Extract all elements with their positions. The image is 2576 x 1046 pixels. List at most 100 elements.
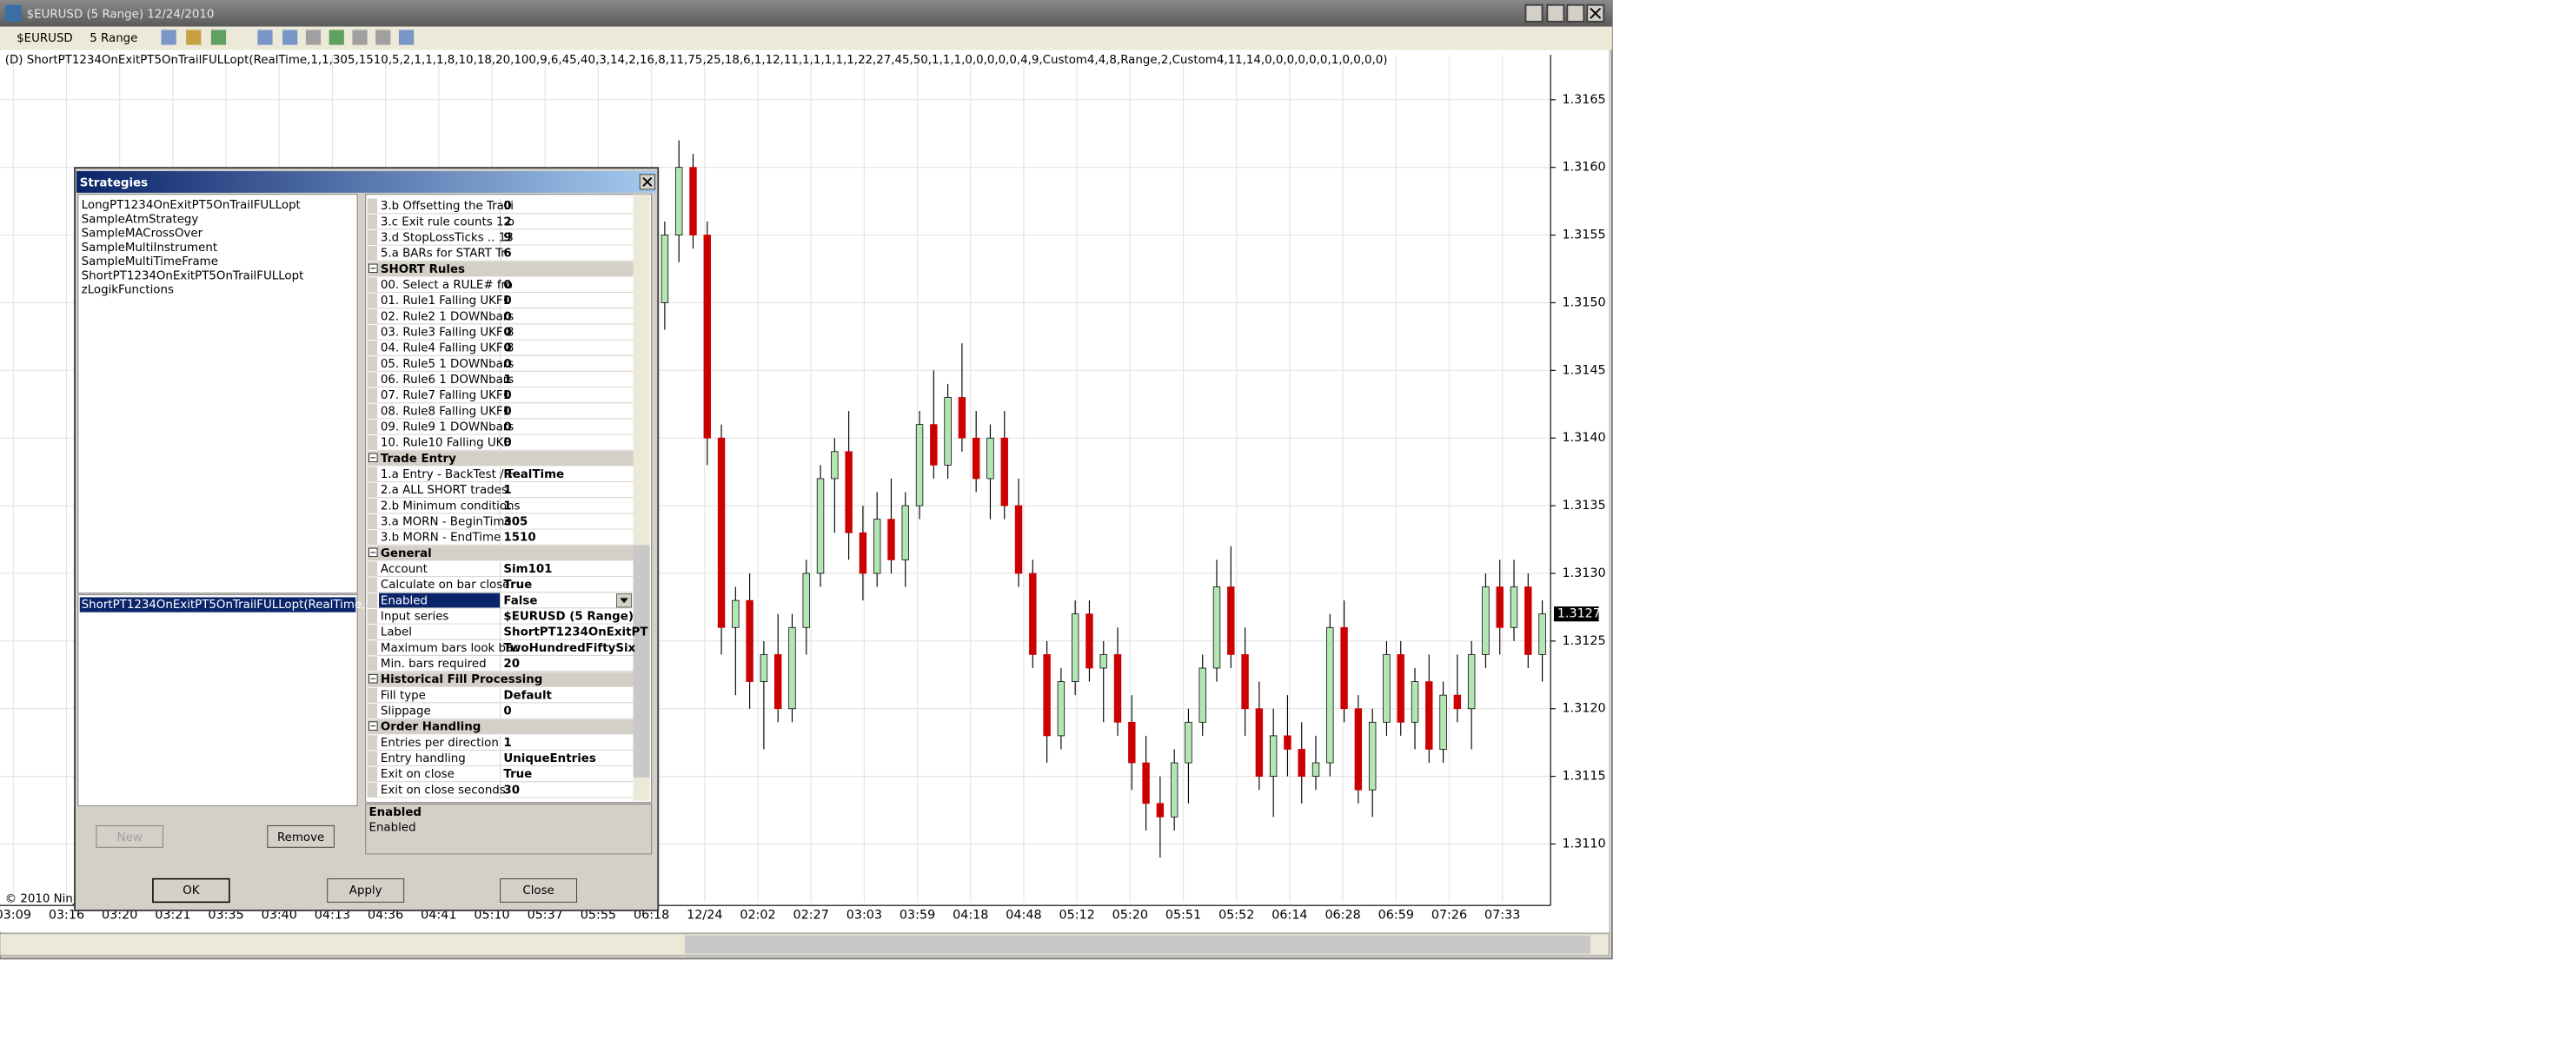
tool-icon[interactable]: [257, 30, 273, 45]
property-value[interactable]: 0: [503, 358, 511, 371]
property-value[interactable]: 0: [503, 200, 511, 213]
x-tick-label: 03:20: [102, 909, 137, 923]
ok-button[interactable]: [152, 877, 230, 904]
property-value[interactable]: 0: [503, 326, 511, 339]
strategy-item[interactable]: SampleMACrossOver: [82, 228, 203, 241]
apply-button[interactable]: [327, 878, 405, 903]
property-label: Account: [381, 563, 428, 576]
property-gutter: [367, 593, 378, 608]
property-value[interactable]: 305: [503, 515, 528, 528]
candle-body: [1368, 721, 1377, 791]
property-value[interactable]: 6: [503, 248, 511, 261]
maximize-button[interactable]: [1566, 3, 1585, 23]
minimize-button[interactable]: [1546, 3, 1565, 23]
property-value[interactable]: 1: [503, 484, 511, 497]
tool-icon[interactable]: [305, 30, 322, 45]
y-tick-label: 1.3150: [1563, 295, 1606, 309]
property-label: 01. Rule1 Falling UKF1: [381, 295, 510, 308]
candle-body: [1284, 735, 1291, 750]
property-value[interactable]: UniqueEntries: [503, 752, 595, 765]
property-value[interactable]: 9: [503, 231, 511, 244]
tool-icon[interactable]: [329, 30, 344, 45]
property-value[interactable]: 0: [503, 295, 511, 308]
property-value[interactable]: 0: [503, 405, 511, 418]
close-button[interactable]: [500, 878, 578, 903]
period-selector[interactable]: 5 Range: [90, 32, 137, 45]
property-value[interactable]: False: [503, 594, 537, 607]
property-value[interactable]: 30: [503, 784, 520, 797]
candle-body: [816, 478, 825, 574]
property-scroll-thumb[interactable]: [633, 545, 650, 778]
toolbar: [0, 26, 1612, 50]
property-value[interactable]: 20: [503, 658, 520, 671]
candle-body: [773, 654, 782, 710]
tool-icon[interactable]: [398, 30, 415, 45]
tool-icon[interactable]: [186, 30, 202, 45]
candle-body: [703, 235, 711, 439]
property-gutter: [367, 246, 378, 262]
property-value[interactable]: $EURUSD (5 Range): [503, 610, 634, 623]
candle-body: [1496, 586, 1504, 628]
property-label: Enabled: [381, 594, 428, 607]
strategy-item[interactable]: LongPT1234OnExitPT5OnTrailFULLopt: [82, 199, 301, 212]
candle-body: [1029, 573, 1037, 655]
strategy-item[interactable]: SampleMultiTimeFrame: [82, 255, 218, 268]
tool-icon[interactable]: [161, 30, 176, 45]
tool-icon[interactable]: [352, 30, 368, 45]
y-tick-label: 1.3115: [1563, 770, 1606, 784]
candle-body: [1128, 721, 1136, 764]
remove-button[interactable]: [267, 824, 335, 848]
strategy-list: [77, 194, 358, 594]
property-gutter: [367, 735, 378, 751]
strategy-item[interactable]: zLogikFunctions: [82, 284, 174, 297]
candle-body: [1524, 586, 1532, 655]
property-value[interactable]: 0: [503, 279, 511, 292]
category-row: [367, 451, 634, 467]
property-value[interactable]: 1: [503, 500, 511, 513]
candle-body: [1397, 654, 1404, 723]
strategy-item[interactable]: SampleMultiInstrument: [82, 242, 217, 255]
instrument-selector[interactable]: $EURUSD: [17, 32, 73, 45]
property-value[interactable]: True: [503, 579, 532, 592]
property-value[interactable]: 2: [503, 215, 511, 228]
property-label: 06. Rule6 1 DOWNbars: [381, 374, 514, 387]
y-tick-label: 1.3130: [1563, 566, 1606, 580]
candle-body: [732, 599, 740, 628]
property-value[interactable]: 1: [503, 374, 511, 387]
tool-icon[interactable]: [375, 30, 391, 45]
scroll-thumb[interactable]: [684, 935, 1591, 954]
property-value[interactable]: RealTime: [503, 468, 564, 481]
title-bar: [0, 0, 1612, 27]
new-button[interactable]: [96, 824, 163, 848]
property-value[interactable]: 0: [503, 705, 511, 718]
indicator-label: (D) ShortPT1234OnExitPT5OnTrailFULLopt(R…: [5, 54, 1388, 67]
candle-body: [802, 573, 810, 628]
strategy-item[interactable]: ShortPT1234OnExitPT5OnTrailFULLopt: [82, 269, 304, 282]
remove-button-label: Remove: [277, 831, 324, 844]
candle-body: [1057, 681, 1066, 737]
app-icon: [4, 4, 22, 22]
property-value[interactable]: 0: [503, 310, 511, 323]
tool-icon[interactable]: [210, 30, 227, 45]
property-value[interactable]: 0: [503, 437, 511, 450]
property-value[interactable]: TwoHundredFiftySix: [503, 642, 635, 655]
property-value[interactable]: 1510: [503, 532, 535, 545]
property-value[interactable]: Default: [503, 689, 552, 702]
restore-button[interactable]: [1524, 3, 1544, 23]
candle-body: [661, 235, 669, 303]
tool-icon[interactable]: [282, 30, 298, 45]
x-tick-label: 12/24: [687, 909, 722, 923]
property-value[interactable]: True: [503, 768, 532, 781]
property-gutter: [367, 324, 378, 341]
property-value[interactable]: Sim101: [503, 563, 552, 576]
property-gutter: [367, 467, 378, 482]
property-value[interactable]: 0: [503, 420, 511, 434]
property-value[interactable]: 1: [503, 737, 511, 750]
property-value[interactable]: ShortPT1234OnExitPT: [503, 626, 648, 639]
strategy-item[interactable]: SampleAtmStrategy: [82, 213, 199, 226]
candle-body: [788, 626, 796, 710]
category-label: Order Handling: [381, 721, 481, 734]
property-value[interactable]: 0: [503, 389, 511, 402]
property-value[interactable]: 0: [503, 342, 511, 355]
x-tick-label: 06:14: [1271, 909, 1307, 923]
